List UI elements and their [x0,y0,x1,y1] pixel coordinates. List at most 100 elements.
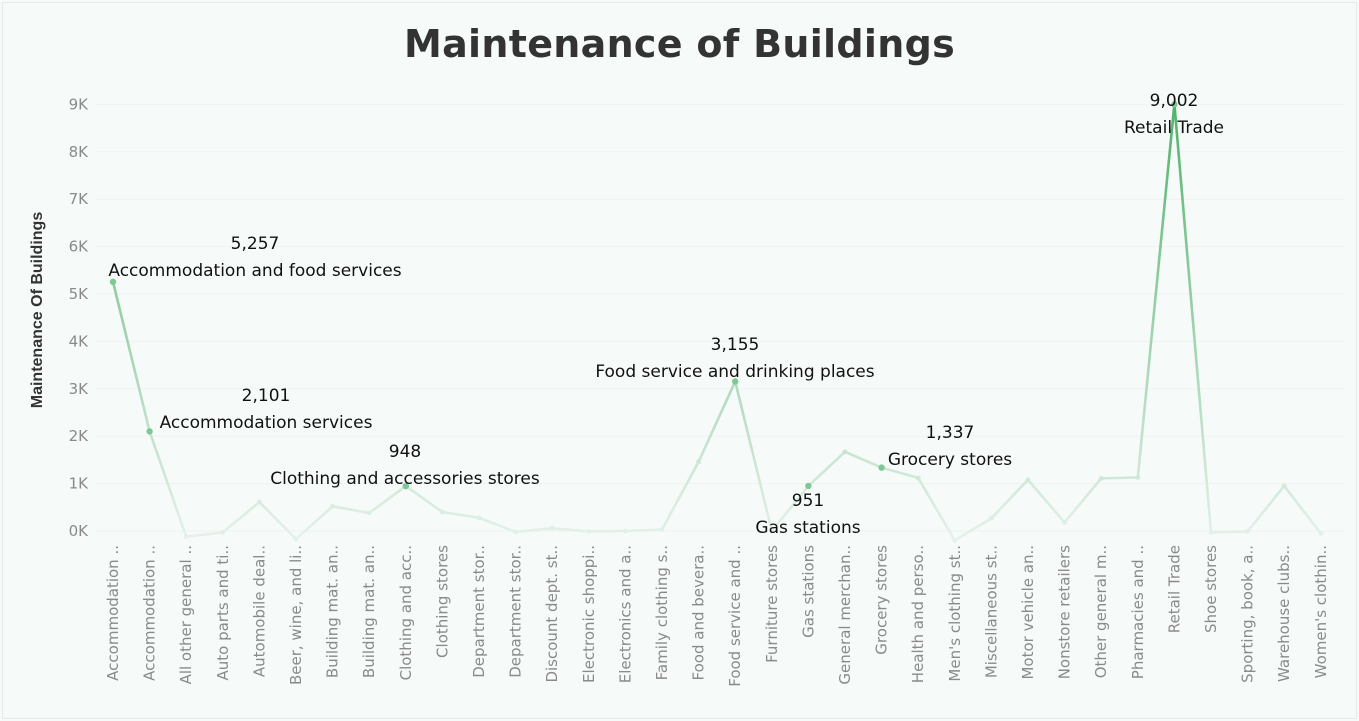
line-segment [1173,103,1213,534]
annotation-value: 3,155 [711,335,760,355]
line-segment [477,516,517,534]
x-tick-label: Retail Trade [1165,545,1183,633]
line-segment [550,526,591,533]
data-point [1062,520,1067,525]
data-point [623,528,628,534]
x-tick-label: Nonstore retailers [1056,545,1074,679]
line-segment [184,531,225,538]
data-point [1208,530,1214,535]
y-tick-label: 1K [69,475,90,493]
x-tick-label: Miscellaneous st.. [982,545,1000,678]
x-tick-label: General merchan.. [836,545,854,685]
annotated-point [1171,101,1178,108]
series-line [111,103,1323,542]
annotation-value: 5,257 [231,234,280,254]
data-point [769,528,775,534]
x-tick-label: Department stor.. [507,545,525,678]
x-tick-label: Pharmacies and .. [1129,545,1147,679]
annotation-name: Accommodation and food services [108,261,401,281]
x-tick-label: Shoe stores [1202,545,1220,633]
data-point [1281,483,1287,489]
y-tick-label: 0K [69,522,90,540]
x-tick-label: Furniture stores [763,545,781,663]
x-tick-label: Automobile deal.. [250,545,268,677]
line-segment [1099,476,1140,480]
data-point [220,530,226,535]
data-point [1025,477,1031,483]
data-point [915,475,921,481]
y-axis-ticks: 0K 1K 2K 3K 4K 5K 6K 7K 8K 9K [69,95,90,540]
x-tick-label: Building mat. an.. [324,545,342,678]
data-point [952,538,958,543]
line-segment [624,528,664,533]
line-segment [404,484,444,514]
annotations: 5,257 Accommodation and food services 2,10… [108,91,1224,538]
y-tick-label: 3K [69,380,90,398]
line-segment [770,484,810,533]
annotation-name: Grocery stores [888,450,1012,470]
line-segment [221,500,261,534]
x-tick-label: Auto parts and ti.. [214,545,232,681]
line-segment [1246,484,1286,533]
data-point [1245,529,1250,534]
data-point [842,449,848,455]
line-segment [1063,477,1103,524]
line-segment [148,430,188,538]
annotation-name: Retail Trade [1124,118,1224,138]
data-point [989,515,994,521]
line-segment [258,500,298,541]
x-tick-label: Warehouse clubs.. [1275,545,1293,682]
y-tick-label: 8K [69,143,90,161]
x-tick-label: Clothing and acc.. [397,545,415,680]
x-tick-label: Other general m.. [1092,545,1110,678]
annotated-point [402,482,409,490]
line-segment [1026,478,1066,524]
annotated-point [805,482,812,490]
x-tick-label: Clothing stores [433,545,451,658]
line-segment [807,450,847,488]
x-tick-label: Food and bevera.. [690,545,708,680]
x-tick-label: Gas stations [799,545,817,638]
gridlines [95,103,1345,532]
chart-title: Maintenance of Buildings [404,22,955,66]
data-point [549,525,555,531]
x-tick-label: Electronic shoppi.. [580,545,598,683]
line-segment [331,505,371,515]
x-tick-label: Family clothing s.. [653,545,671,680]
line-segment [367,484,408,515]
line-segment [953,516,993,542]
y-tick-label: 2K [69,427,90,445]
line-segment [111,280,151,433]
line-segment [660,460,700,531]
line-segment [733,380,774,533]
x-tick-label: Accommodation .. [104,545,122,681]
annotated-point [146,428,153,435]
data-point [1098,475,1104,481]
line-segment [441,510,481,520]
line-segment [294,505,334,541]
line-segment [916,476,957,542]
annotated-point [109,278,117,286]
annotation-value: 9,002 [1150,91,1199,111]
annotation-name: Food service and drinking places [595,362,874,382]
x-tick-label: Beer, wine, and li.. [287,545,305,685]
line-segment [697,380,737,464]
annotation-value: 948 [389,442,421,462]
y-tick-label: 4K [69,332,90,350]
x-tick-label: Building mat. an.. [360,545,378,678]
annotation-value: 951 [792,491,824,511]
line-segment [843,450,883,469]
data-point [257,499,262,505]
line-segment [990,478,1030,520]
line-segment [1136,103,1176,479]
x-tick-label: Grocery stores [873,545,891,655]
x-tick-label: Electronics and a.. [616,545,634,683]
data-point [1318,530,1324,536]
y-tick-label: 6K [69,238,90,256]
annotation-name: Gas stations [755,518,860,538]
x-tick-label: Motor vehicle an.. [1019,545,1037,680]
data-point [183,534,189,540]
x-tick-label: Food service and .. [726,545,744,687]
